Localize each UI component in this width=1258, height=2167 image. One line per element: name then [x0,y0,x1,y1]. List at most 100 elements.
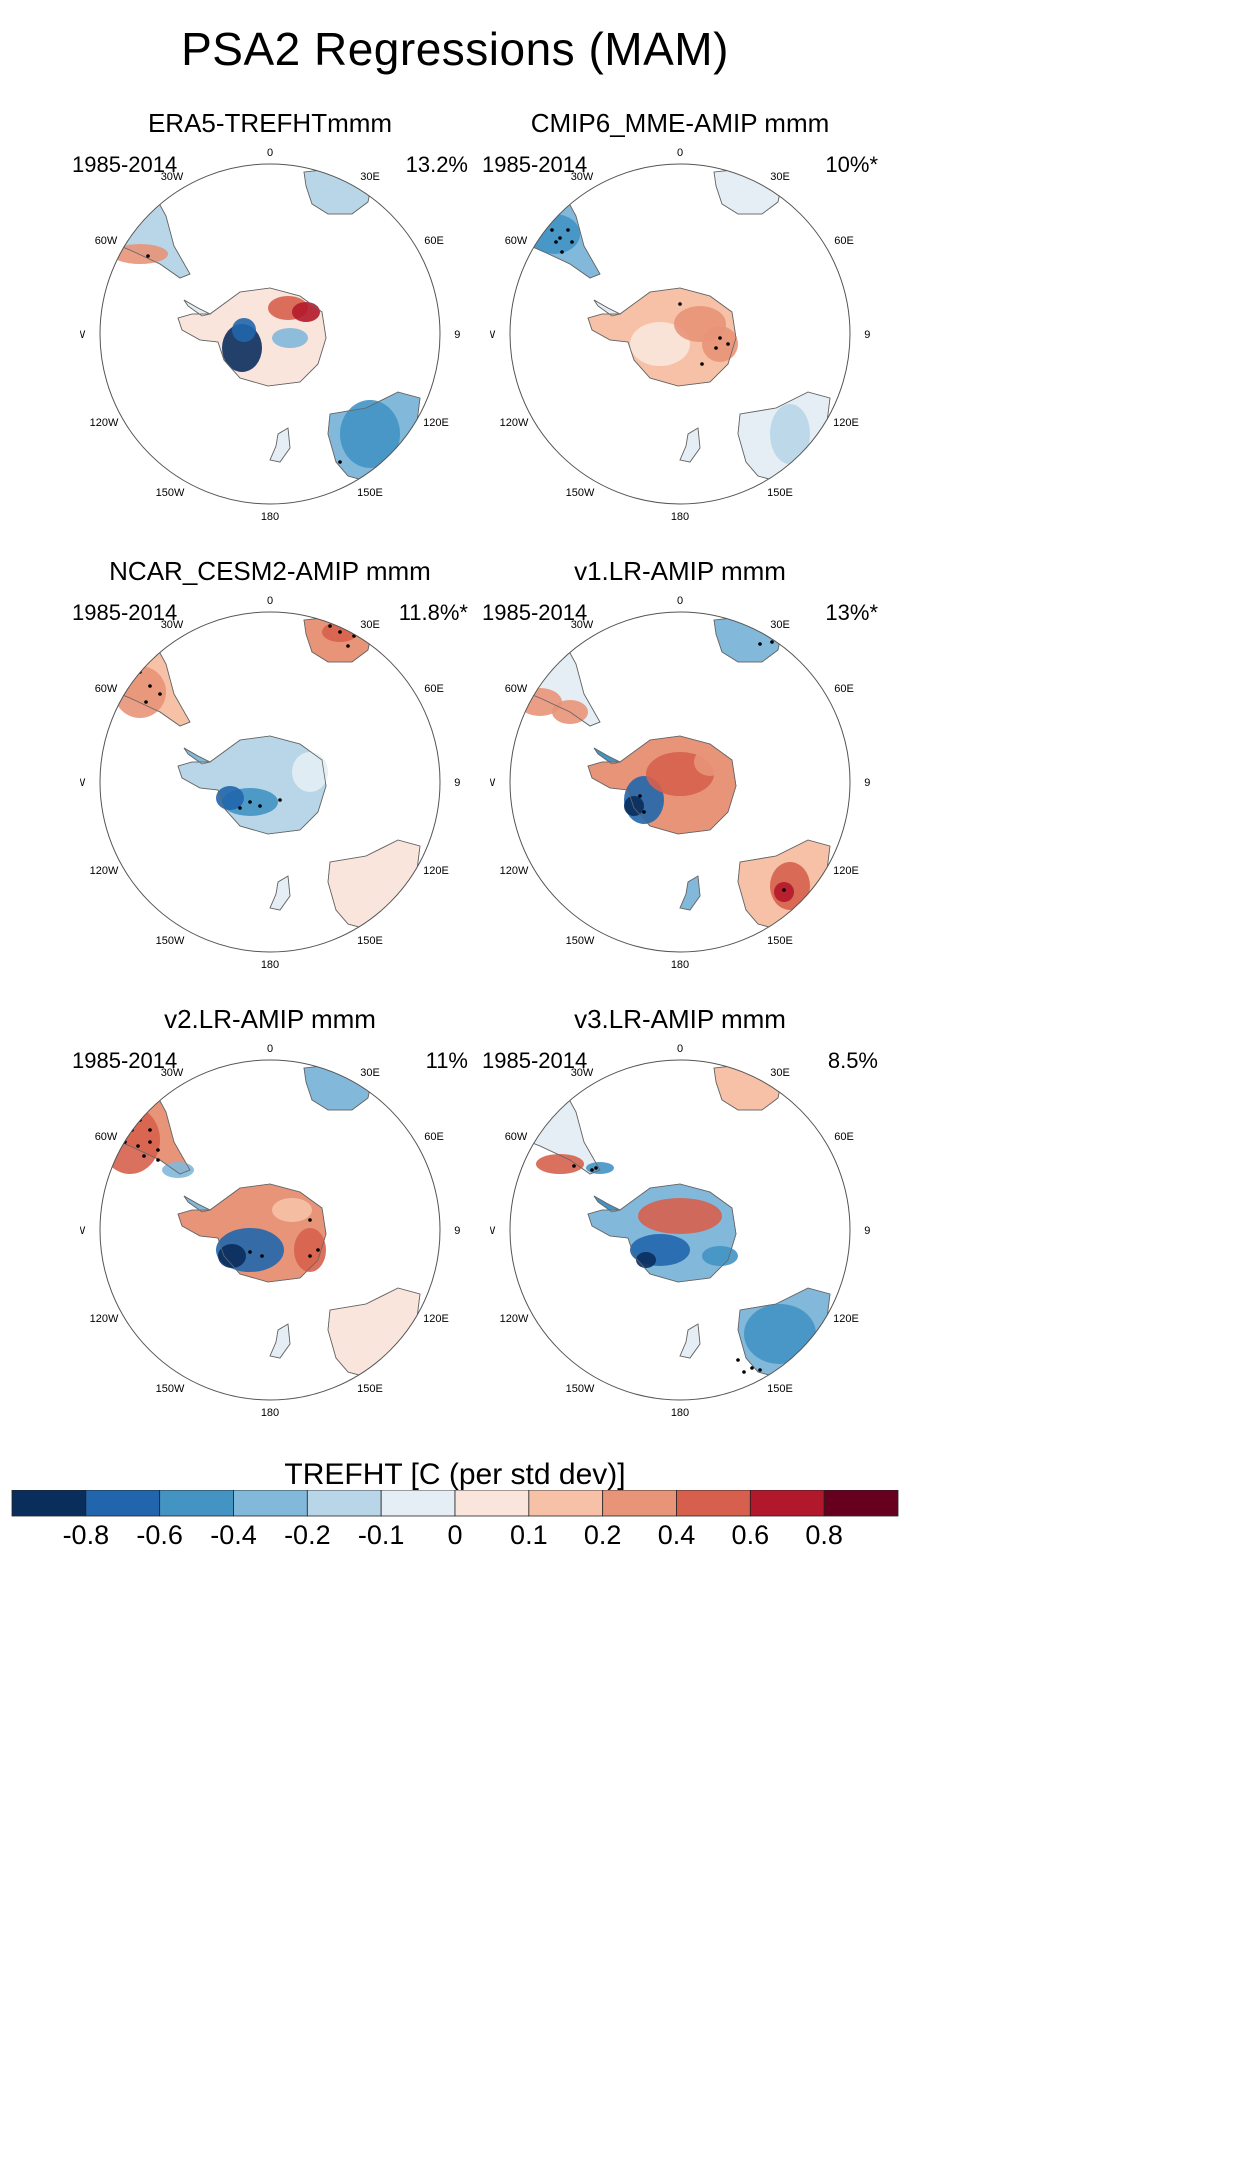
colorbar [11,1490,899,1517]
significance-dot [146,254,150,258]
longitude-label: 120E [423,1313,449,1325]
longitude-label: 180 [261,511,279,523]
panel-title: v1.LR-AMIP mmm [574,556,786,586]
longitude-label: 90W [80,1225,86,1237]
significance-dot [238,806,242,810]
significance-dot [248,800,252,804]
anomaly-patch [292,302,320,322]
longitude-label: 30E [360,619,380,631]
colorbar-tick-label: 0.4 [657,1520,696,1550]
longitude-label: 30E [360,171,380,183]
longitude-label: 0 [267,596,273,607]
polar-map: 0 180 90W 90E 30W 60W 30E 60E 120W 150W 120E 150E [490,148,870,523]
anomaly-patch [272,1198,312,1222]
colorbar-swatch [528,1490,604,1517]
colorbar-swatch [823,1490,899,1517]
panel-period: 1985-2014 [482,1048,588,1073]
significance-dot [590,1168,594,1172]
significance-dot [770,640,774,644]
significance-dot [638,794,642,798]
coastline [587,735,737,835]
colorbar-tick-label: -0.6 [136,1520,183,1550]
coastline [587,287,737,387]
panel-title: ERA5-TREFHTmmm [147,108,393,138]
significance-dot [554,240,558,244]
coastline [593,1195,622,1213]
longitude-label: 150E [357,487,383,499]
longitude-label: 30W [161,171,184,183]
map-boundary [99,611,441,953]
colorbar-swatch [602,1490,677,1517]
longitude-label: 120W [90,1313,119,1325]
longitude-label: 0 [267,148,273,159]
colorbar-tick-label: 0.1 [510,1520,548,1550]
longitude-label: 150E [767,487,793,499]
longitude-label: 60W [95,235,118,247]
anomaly-patch [232,318,256,342]
longitude-label: 90W [490,1225,496,1237]
colorbar-swatch [306,1490,382,1517]
colorbar-tick-label: 0.8 [805,1520,843,1550]
longitude-label: 30E [770,1067,790,1079]
anomaly-patch [112,244,168,264]
longitude-label: 150E [767,935,793,947]
polar-map: 0 180 90W 90E 30W 60W 30E 60E 120W 150W 120E 150E [490,1044,870,1419]
longitude-label: 120E [833,865,859,877]
longitude-label: 30W [161,1067,184,1079]
longitude-label: 90E [864,1225,870,1237]
anomaly-patch [162,1162,194,1178]
longitude-label: 90E [864,777,870,789]
longitude-label: 60E [834,235,854,247]
map-boundary [99,1059,441,1401]
map-panel: v1.LR-AMIP mmm 1985-2014 13%* 0 180 90W 90E 30W… [470,556,890,1096]
longitude-label: 90E [454,777,460,789]
anomaly-patch [638,1198,722,1234]
colorbar-tick-label: -0.1 [357,1520,405,1550]
longitude-label: 30W [571,171,594,183]
longitude-label: 90W [490,329,496,341]
colorbar-swatch [380,1490,456,1517]
panel-variance-percent: 13.2% [405,152,468,177]
anomaly-patch [702,1246,738,1266]
coastline [269,875,291,911]
significance-dot [714,346,718,350]
longitude-label: 150E [767,1383,793,1395]
panel-period: 1985-2014 [482,600,588,625]
significance-dot [718,336,722,340]
significance-dot [742,1370,746,1374]
coastline [177,735,327,835]
longitude-label: 60E [424,1131,444,1143]
significance-dot [736,1358,740,1362]
panel-title: v3.LR-AMIP mmm [574,1004,786,1034]
colorbar-swatch [454,1490,530,1517]
longitude-label: 60E [424,235,444,247]
anomaly-patch [292,752,328,792]
anomaly-patch [624,796,644,816]
significance-dot [308,1254,312,1258]
longitude-label: 120W [500,417,529,429]
coastline [679,1323,701,1359]
coastline [269,1323,291,1359]
significance-dot [338,460,342,464]
anomaly-patch [630,322,690,366]
significance-dot [316,1248,320,1252]
longitude-label: 150E [357,1383,383,1395]
longitude-label: 60E [834,1131,854,1143]
colorbar-tick-label: -0.4 [210,1520,257,1550]
anomaly-patch [294,1228,326,1272]
polar-map: 0 180 90W 90E 30W 60W 30E 60E 120W 150W 120E 150E [80,1044,460,1419]
longitude-label: 0 [677,148,683,159]
map-panel: v3.LR-AMIP mmm 1985-2014 8.5% 0 180 90W 90E 30W… [470,1004,890,1544]
map-panel: NCAR_CESM2-AMIP mmm 1985-2014 11.8%* 0 180 90… [60,556,480,1096]
map-boundary [509,1059,851,1401]
longitude-label: 60W [505,1131,528,1143]
significance-dot [148,684,152,688]
panel-title: CMIP6_MME-AMIP mmm [530,108,830,138]
significance-dot [764,630,768,634]
significance-dot [594,1166,598,1170]
map-boundary [509,611,851,953]
longitude-label: 60W [505,683,528,695]
colorbar-tick-label: 0.6 [731,1520,770,1550]
significance-dot [570,240,574,244]
significance-dot [156,1148,160,1152]
